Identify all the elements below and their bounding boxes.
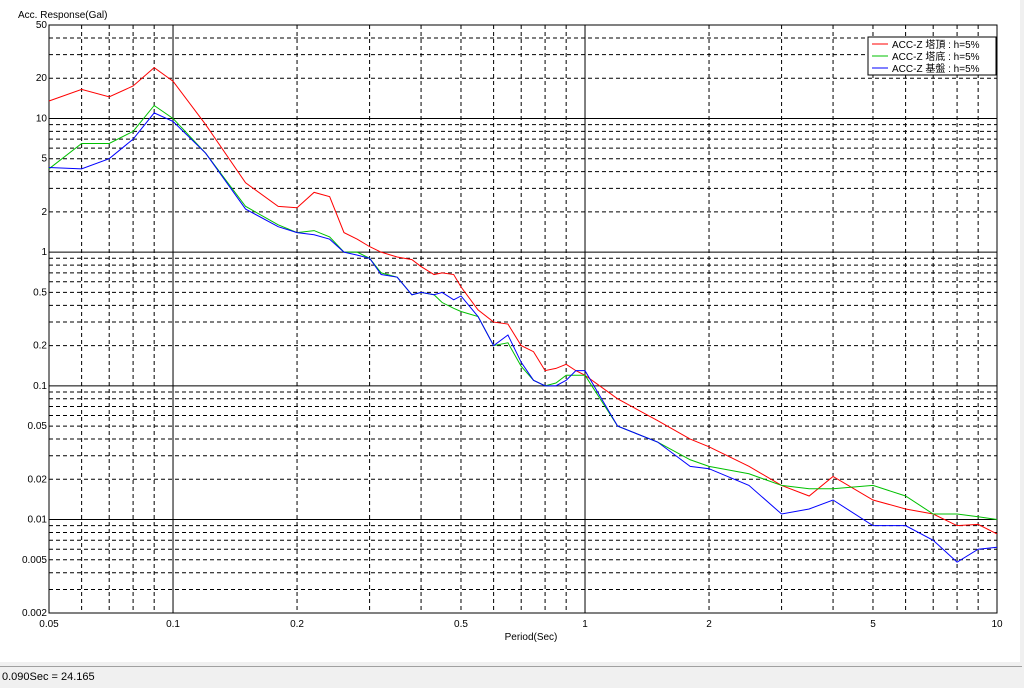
legend-label: ACC-Z 基盤 : h=5% <box>892 62 980 75</box>
x-tick-label: 0.5 <box>454 619 468 630</box>
y-tick-label: 0.05 <box>28 421 48 432</box>
y-tick-label: 0.002 <box>22 608 47 619</box>
series-line <box>48 112 998 563</box>
y-tick-label: 0.2 <box>33 341 47 352</box>
y-tick-label: 50 <box>36 20 48 31</box>
y-tick-label: 0.01 <box>28 515 48 526</box>
y-tick-label: 0.5 <box>33 287 47 298</box>
status-bar: 0.090Sec = 24.165 <box>0 666 1022 687</box>
y-tick-label: 2 <box>41 207 47 218</box>
y-axis-label: Acc. Response(Gal) <box>18 10 107 21</box>
y-tick-label: 0.1 <box>33 381 47 392</box>
x-tick-label: 10 <box>991 619 1003 630</box>
x-tick-label: 0.05 <box>39 619 59 630</box>
x-axis-label: Period(Sec) <box>505 632 558 643</box>
y-tick-label: 0.005 <box>22 555 47 566</box>
x-tick-label: 1 <box>582 619 588 630</box>
legend-box <box>867 36 997 76</box>
y-tick-label: 5 <box>41 154 47 165</box>
x-tick-label: 2 <box>706 619 712 630</box>
series-line <box>48 66 998 535</box>
legend-label: ACC-Z 塔頂 : h=5% <box>892 38 980 51</box>
x-tick-label: 0.1 <box>166 619 180 630</box>
plot-frame <box>48 24 998 614</box>
y-tick-label: 20 <box>36 73 48 84</box>
legend-label: ACC-Z 塔底 : h=5% <box>892 50 980 63</box>
y-tick-label: 10 <box>36 113 48 124</box>
x-tick-label: 5 <box>870 619 876 630</box>
y-tick-label: 1 <box>41 247 47 258</box>
x-tick-label: 0.2 <box>290 619 304 630</box>
chart: Acc. Response(Gal) Period(Sec) 0.05 0.1 0.… <box>0 0 1020 662</box>
y-tick-label: 0.02 <box>28 474 48 485</box>
series-line <box>48 104 998 521</box>
